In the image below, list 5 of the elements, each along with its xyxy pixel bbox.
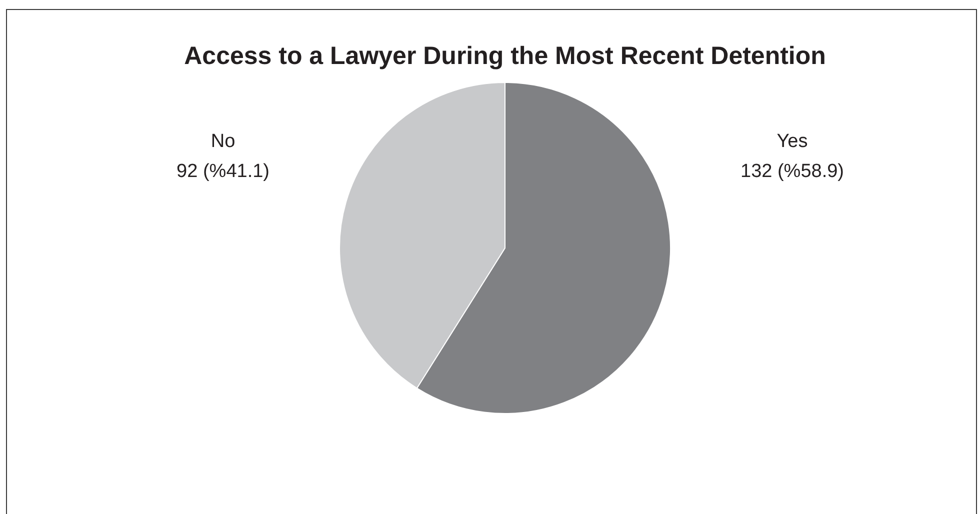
slice-label: No [210,131,236,152]
slice-label: Yes [776,131,808,152]
data-label: 92 (%41.1) [176,161,270,182]
data-label: 132 (%58.9) [740,161,844,182]
chart-title: Access to a Lawyer During the Most Recent Detention [184,42,826,70]
